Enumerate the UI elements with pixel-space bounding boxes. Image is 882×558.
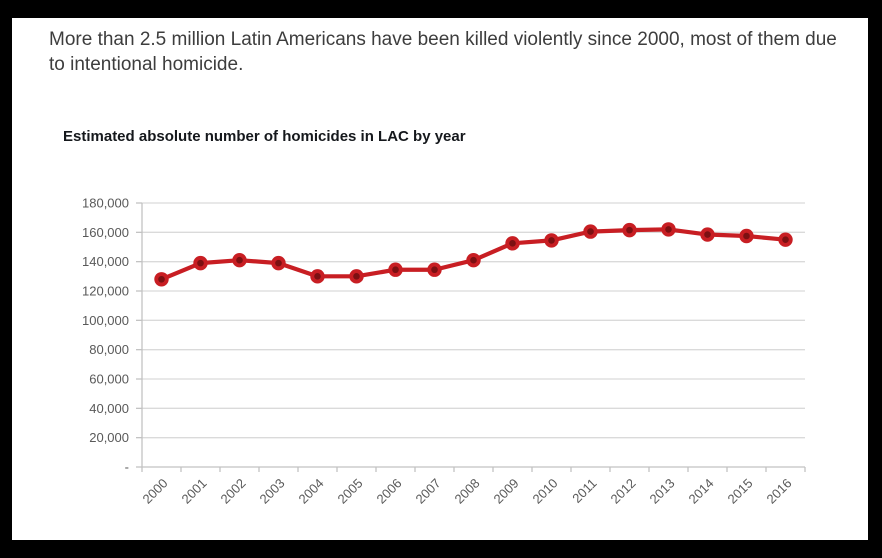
y-axis-label: -	[125, 460, 129, 475]
y-axis-label: 180,000	[82, 196, 129, 211]
x-axis-label: 2003	[257, 476, 288, 507]
x-axis-label: 2016	[764, 476, 795, 507]
x-axis-label: 2004	[296, 476, 327, 507]
x-axis-label: 2008	[452, 476, 483, 507]
x-axis-label: 2000	[140, 476, 171, 507]
x-axis-label: 2012	[608, 476, 639, 507]
data-point-marker-center	[197, 259, 204, 267]
x-axis-label: 2005	[335, 476, 366, 507]
x-axis-label: 2002	[218, 476, 249, 507]
chart-title: Estimated absolute number of homicides i…	[63, 128, 466, 145]
y-axis-label: 60,000	[89, 372, 129, 387]
data-point-marker-center	[275, 259, 282, 267]
x-axis-label: 2010	[530, 476, 561, 507]
data-point-marker-center	[704, 231, 711, 238]
data-point-marker-center	[743, 232, 750, 240]
data-point-marker-center	[587, 228, 594, 235]
x-axis-label: 2014	[686, 476, 717, 507]
x-axis-label: 2013	[647, 476, 678, 507]
data-point-marker-center	[626, 226, 633, 234]
x-axis-label: 2001	[179, 476, 210, 507]
chart-area: 180,000 160,000 140,000 120,000 100,000 80,00…	[40, 173, 840, 533]
data-point-marker-center	[470, 256, 477, 264]
report-card: More than 2.5 million Latin Americans ha…	[12, 18, 868, 540]
data-point-marker-center	[548, 237, 555, 244]
data-point-marker-center	[236, 256, 243, 264]
y-axis-label: 20,000	[89, 430, 129, 445]
data-point-marker-center	[158, 275, 165, 283]
data-point-marker-center	[782, 236, 789, 243]
y-axis-label: 40,000	[89, 401, 129, 416]
data-point-marker-center	[665, 226, 672, 233]
data-point-marker-center	[431, 266, 438, 274]
data-point-marker-center	[314, 273, 321, 280]
x-axis-label: 2011	[569, 476, 599, 506]
y-axis-label: 140,000	[82, 254, 129, 269]
y-axis-label: 120,000	[82, 284, 129, 299]
data-point-marker-center	[353, 273, 360, 280]
y-axis-label: 80,000	[89, 342, 129, 357]
x-axis-label: 2009	[491, 476, 522, 507]
x-axis-label: 2015	[725, 476, 756, 507]
headline-text: More than 2.5 million Latin Americans ha…	[49, 29, 837, 75]
homicides-line-chart: 180,000 160,000 140,000 120,000 100,000 80,00…	[82, 196, 806, 507]
y-axis-label: 100,000	[82, 313, 129, 328]
x-axis-label: 2007	[413, 476, 444, 507]
data-point-marker-center	[509, 240, 516, 247]
y-axis-label: 160,000	[82, 225, 129, 240]
data-point-marker-center	[392, 266, 399, 274]
x-axis-label: 2006	[374, 476, 405, 507]
